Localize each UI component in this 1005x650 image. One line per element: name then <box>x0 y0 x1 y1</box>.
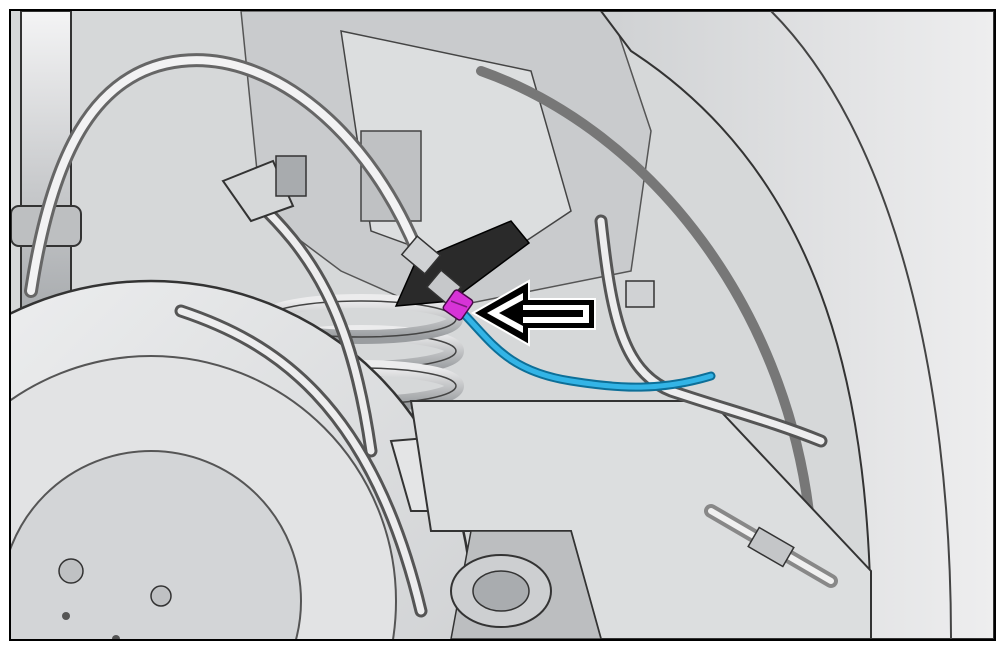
pipe-union <box>400 235 442 275</box>
arch-liner-edge <box>476 66 816 536</box>
lower-arm <box>409 400 872 639</box>
arrow-left-icon <box>470 279 596 347</box>
connector-latch <box>275 155 307 197</box>
rear-brake-assembly-drawing <box>11 11 994 639</box>
hose-coupling <box>747 526 795 568</box>
brake-line-fitting <box>442 289 474 321</box>
technical-illustration <box>9 9 996 641</box>
pipe-clip <box>625 280 655 308</box>
fender-edge <box>770 11 952 639</box>
brake-disc <box>11 279 473 639</box>
